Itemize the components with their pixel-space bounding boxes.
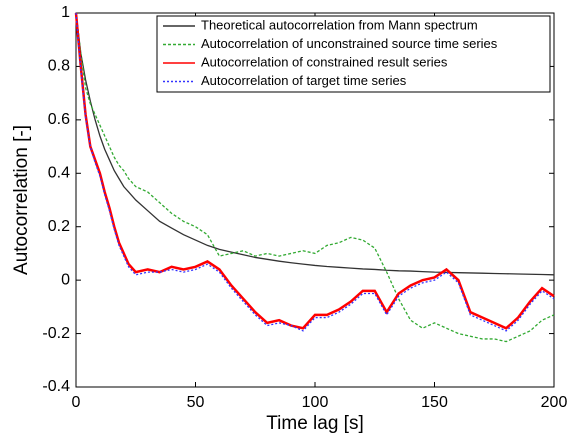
x-tick-label: 0 [72,394,81,411]
series-line [75,12,555,332]
legend-label: Autocorrelation of unconstrained source … [201,36,498,51]
legend-label: Autocorrelation of target time series [201,73,407,88]
y-tick-label: -0.4 [42,378,70,395]
y-axis-label: Autocorrelation [-] [11,125,32,275]
y-tick-label: 0.4 [48,165,70,182]
y-tick-label: 0.8 [48,58,70,75]
legend-label: Autocorrelation of constrained result se… [201,54,448,69]
series-line [75,12,555,276]
x-tick-label: 150 [421,394,448,411]
y-tick-label: 0.2 [48,218,70,235]
x-tick-label: 200 [541,394,568,411]
x-tick-label: 100 [302,394,329,411]
y-tick-label: 1 [61,4,70,21]
legend-box [156,15,551,93]
x-tick-label: 50 [187,394,205,411]
x-axis-label: Time lag [s] [266,413,364,434]
series-line [74,12,555,330]
series-line [75,12,555,343]
legend-label: Theoretical autocorrelation from Mann sp… [201,17,478,32]
y-tick-label: 0.6 [48,111,70,128]
y-tick-label: -0.2 [42,325,70,342]
y-tick-label: 0 [61,271,70,288]
